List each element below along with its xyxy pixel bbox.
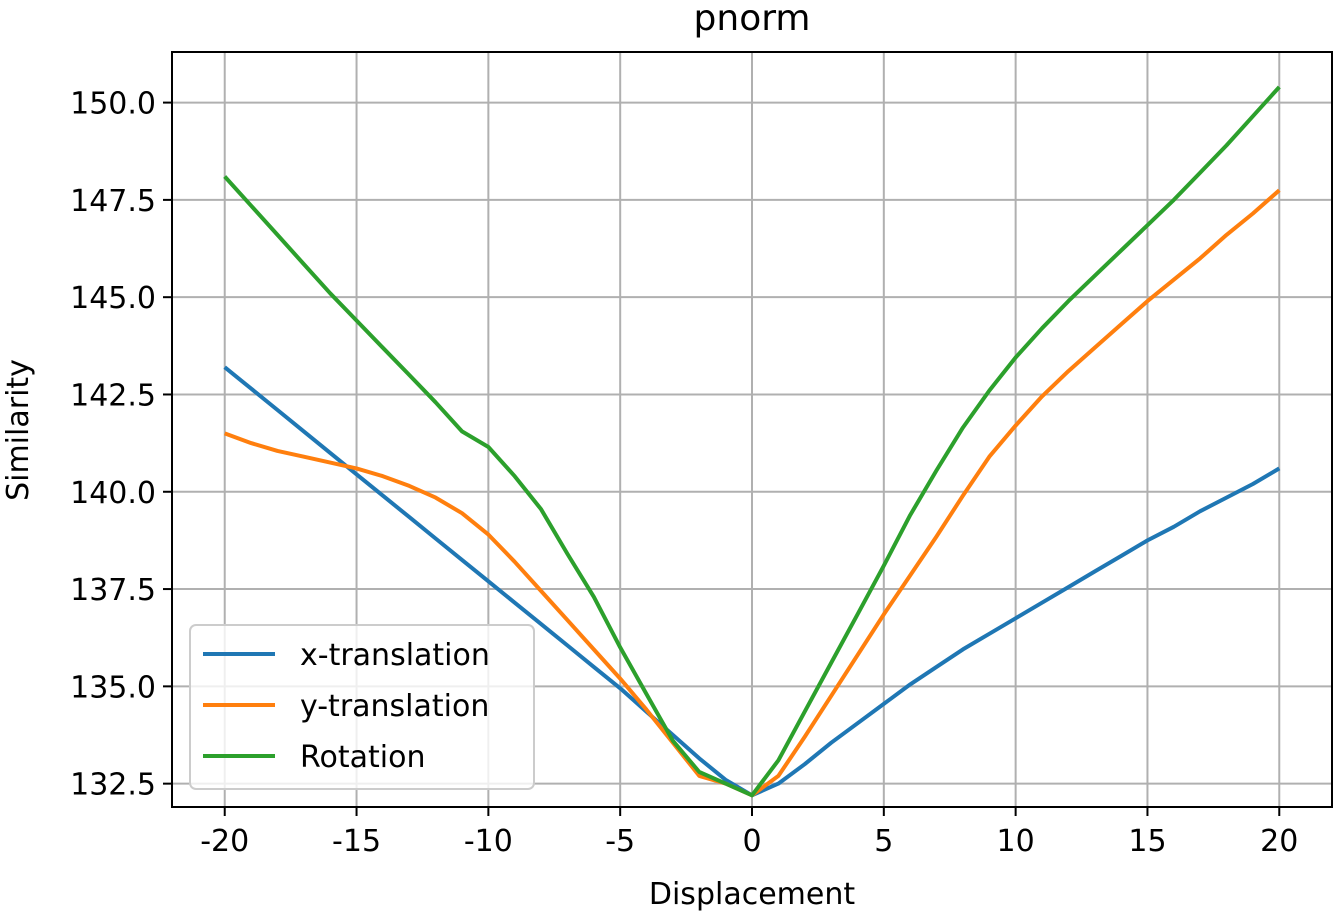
y-tick-label: 140.0 [70,476,156,511]
x-tick-label: -5 [605,824,635,859]
legend-box [189,624,535,790]
series-lines [223,85,1281,798]
y-tick-label: 135.0 [70,670,156,705]
series-line-rotation [223,85,1281,798]
legend-label-y-translation: y-translation [300,689,489,724]
x-tick-label: 15 [1128,824,1166,859]
legend-label-x-translation: x-translation [300,638,490,673]
legend: x-translation y-translation Rotation [189,624,535,790]
y-tick-label: 132.5 [70,768,156,803]
y-tick-label: 142.5 [70,378,156,413]
x-tick-label: -15 [332,824,381,859]
x-axis: -20 -15 -10 -5 0 5 10 15 20 [200,807,1298,859]
x-tick-label: 10 [997,824,1035,859]
legend-label-rotation: Rotation [300,740,425,775]
y-tick-label: 150.0 [70,87,156,122]
x-tick-label: 5 [874,824,893,859]
x-tick-label: -20 [200,824,249,859]
chart-title: pnorm [694,0,811,39]
x-tick-label: 0 [742,824,761,859]
y-tick-label: 147.5 [70,184,156,219]
y-tick-label: 145.0 [70,281,156,316]
x-tick-label: -10 [464,824,513,859]
x-axis-title: Displacement [649,877,855,912]
y-axis-title: Similarity [1,359,36,501]
x-tick-label: 20 [1260,824,1298,859]
y-axis: 132.5 135.0 137.5 140.0 142.5 145.0 147.5 150.0 [70,87,172,803]
y-tick-label: 137.5 [70,573,156,608]
